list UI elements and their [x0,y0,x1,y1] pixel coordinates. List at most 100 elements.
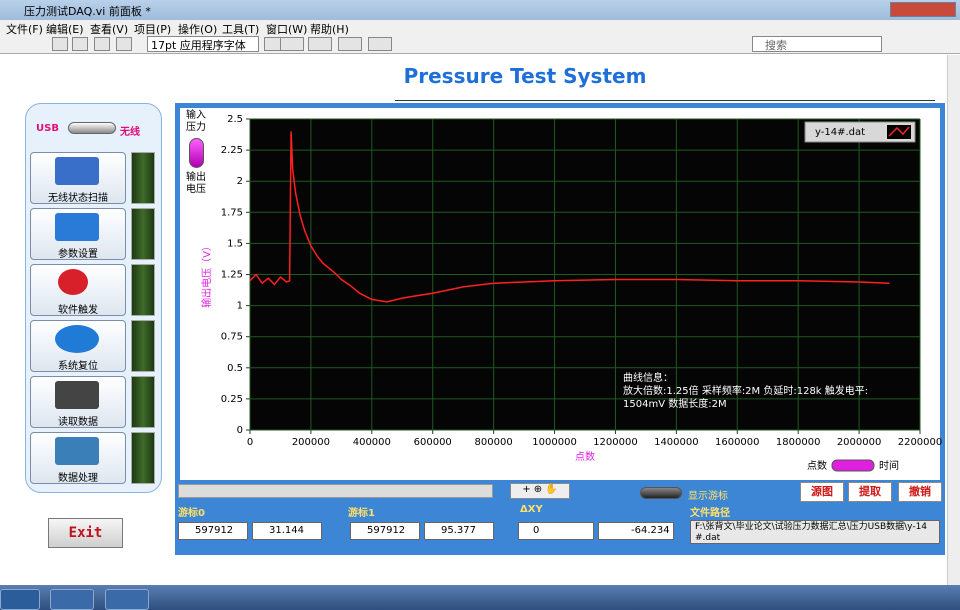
font-selector[interactable]: 17pt 应用程序字体 [147,36,259,52]
labview-window: 压力测试DAQ.vi 前面板 * 17pt 应用程序字体 搜索 Pressure… [0,0,960,610]
h-scrollbar[interactable] [178,484,493,498]
menu-item[interactable]: 项目(P) [134,21,171,37]
button-label: 无线状态扫描 [30,189,126,204]
panel-title: Pressure Test System [330,64,720,88]
taskbar-button[interactable] [50,589,94,610]
action-button[interactable]: 提取 [848,482,892,502]
cursor-y-field[interactable]: 95.377 [424,522,494,540]
curve-info: 1504mV 数据长度:2M [623,397,727,410]
curve-info: 曲线信息： [623,371,673,384]
button-icon [55,437,99,465]
cursor-label: 游标1 [348,504,375,519]
y-tick-label: 1.5 [227,238,243,249]
menu-item[interactable]: 编辑(E) [46,21,84,37]
status-led [131,264,155,316]
y-tick-label: 2 [237,176,243,187]
y-tick-label: 0.5 [227,363,243,374]
file-label: 文件路径 [690,504,730,519]
graph-tools[interactable]: + ⊕ ✋ [510,483,570,499]
button-icon [55,213,99,241]
y-tick-label: 1.25 [221,270,243,281]
cursor-x-field[interactable]: 597912 [350,522,420,540]
status-led [131,376,155,428]
x-tick-label: 2200000 [898,437,943,448]
status-led [131,208,155,260]
exit-button[interactable]: Exit [48,518,123,548]
search-box[interactable]: 搜索 [752,36,882,52]
divider [395,100,935,101]
x-tick-label: 1400000 [654,437,699,448]
toolbar-icon[interactable] [338,37,362,51]
curve-info: 放大倍数:1.25倍 采样频率:2M 负延时:128k 触发电平: [623,384,868,397]
x-tick-label: 0 [247,437,253,448]
cursor-x-field[interactable]: 597912 [178,522,248,540]
menu-item[interactable]: 操作(O) [178,21,217,37]
toolbar-icon[interactable] [280,37,304,51]
window-title: 压力测试DAQ.vi 前面板 * [24,3,151,19]
x-tick-label: 600000 [414,437,452,448]
x-tick-label: 1200000 [593,437,638,448]
toolbar-icon[interactable] [94,37,110,51]
taskbar-button[interactable] [105,589,149,610]
mode-switch [832,460,874,471]
toggle-label: 输出电压 [186,172,210,196]
window-buttons[interactable] [890,2,956,17]
y-tick-label: 2.5 [227,114,243,125]
y-tick-label: 1.75 [221,207,243,218]
button-icon [58,269,88,295]
toolbar-icon[interactable] [368,37,392,51]
toolbar-icon[interactable] [116,37,132,51]
toolbar-icon[interactable] [72,37,88,51]
usb-wireless-switch[interactable] [68,122,116,134]
button-label: 参数设置 [30,245,126,260]
switch-label: 无线 [120,123,140,138]
menu-item[interactable]: 帮助(H) [310,21,349,37]
y-tick-label: 0 [237,425,243,436]
cursor-label: ΔXY [520,504,543,515]
status-led [131,320,155,372]
x-tick-label: 1000000 [532,437,577,448]
cursor-y-field[interactable]: 31.144 [252,522,322,540]
button-icon [55,325,99,353]
legend-swatch-bg [887,125,911,139]
button-label: 读取数据 [30,413,126,428]
menu-item[interactable]: 窗口(W) [266,21,307,37]
mode-label: 点数 [807,459,827,472]
taskbar-button[interactable] [0,589,40,610]
button-icon [55,157,99,185]
cursor-y-field[interactable]: -64.234 [598,522,674,540]
scrollbar[interactable] [947,55,960,585]
file-path[interactable]: F:\张背文\毕业论文\试验压力数据汇总\压力USB数据\y-14#.dat [690,520,940,544]
x-tick-label: 800000 [475,437,513,448]
toggle-label: 输入压力 [186,110,210,134]
menu-item[interactable]: 工具(T) [222,21,259,37]
y-axis-label: 输出电压（V） [200,241,213,308]
y-tick-label: 0.25 [221,394,243,405]
y-tick-label: 1 [237,301,243,312]
action-button[interactable]: 撤销 [898,482,942,502]
cursor-x-field[interactable]: 0 [518,522,594,540]
status-led [131,152,155,204]
button-label: 数据处理 [30,469,126,484]
y-tick-label: 0.75 [221,332,243,343]
x-tick-label: 2000000 [837,437,882,448]
y-tick-label: 2.25 [221,145,243,156]
toolbar-icon[interactable] [308,37,332,51]
toolbar-icon[interactable] [52,37,68,51]
menu-item[interactable]: 查看(V) [90,21,128,37]
x-tick-label: 1600000 [715,437,760,448]
cursor-toggle[interactable] [640,487,682,499]
button-icon [55,381,99,409]
cursor-label: 游标0 [178,504,205,519]
button-label: 系统复位 [30,357,126,372]
status-led [131,432,155,484]
button-label: 软件触发 [30,301,126,316]
input-toggle[interactable] [189,138,204,168]
action-button[interactable]: 源图 [800,482,844,502]
menu-item[interactable]: 文件(F) [6,21,43,37]
x-tick-label: 1800000 [776,437,821,448]
legend-label: y-14#.dat [815,127,865,138]
x-axis-label: 点数 [575,450,595,463]
x-tick-label: 400000 [353,437,391,448]
